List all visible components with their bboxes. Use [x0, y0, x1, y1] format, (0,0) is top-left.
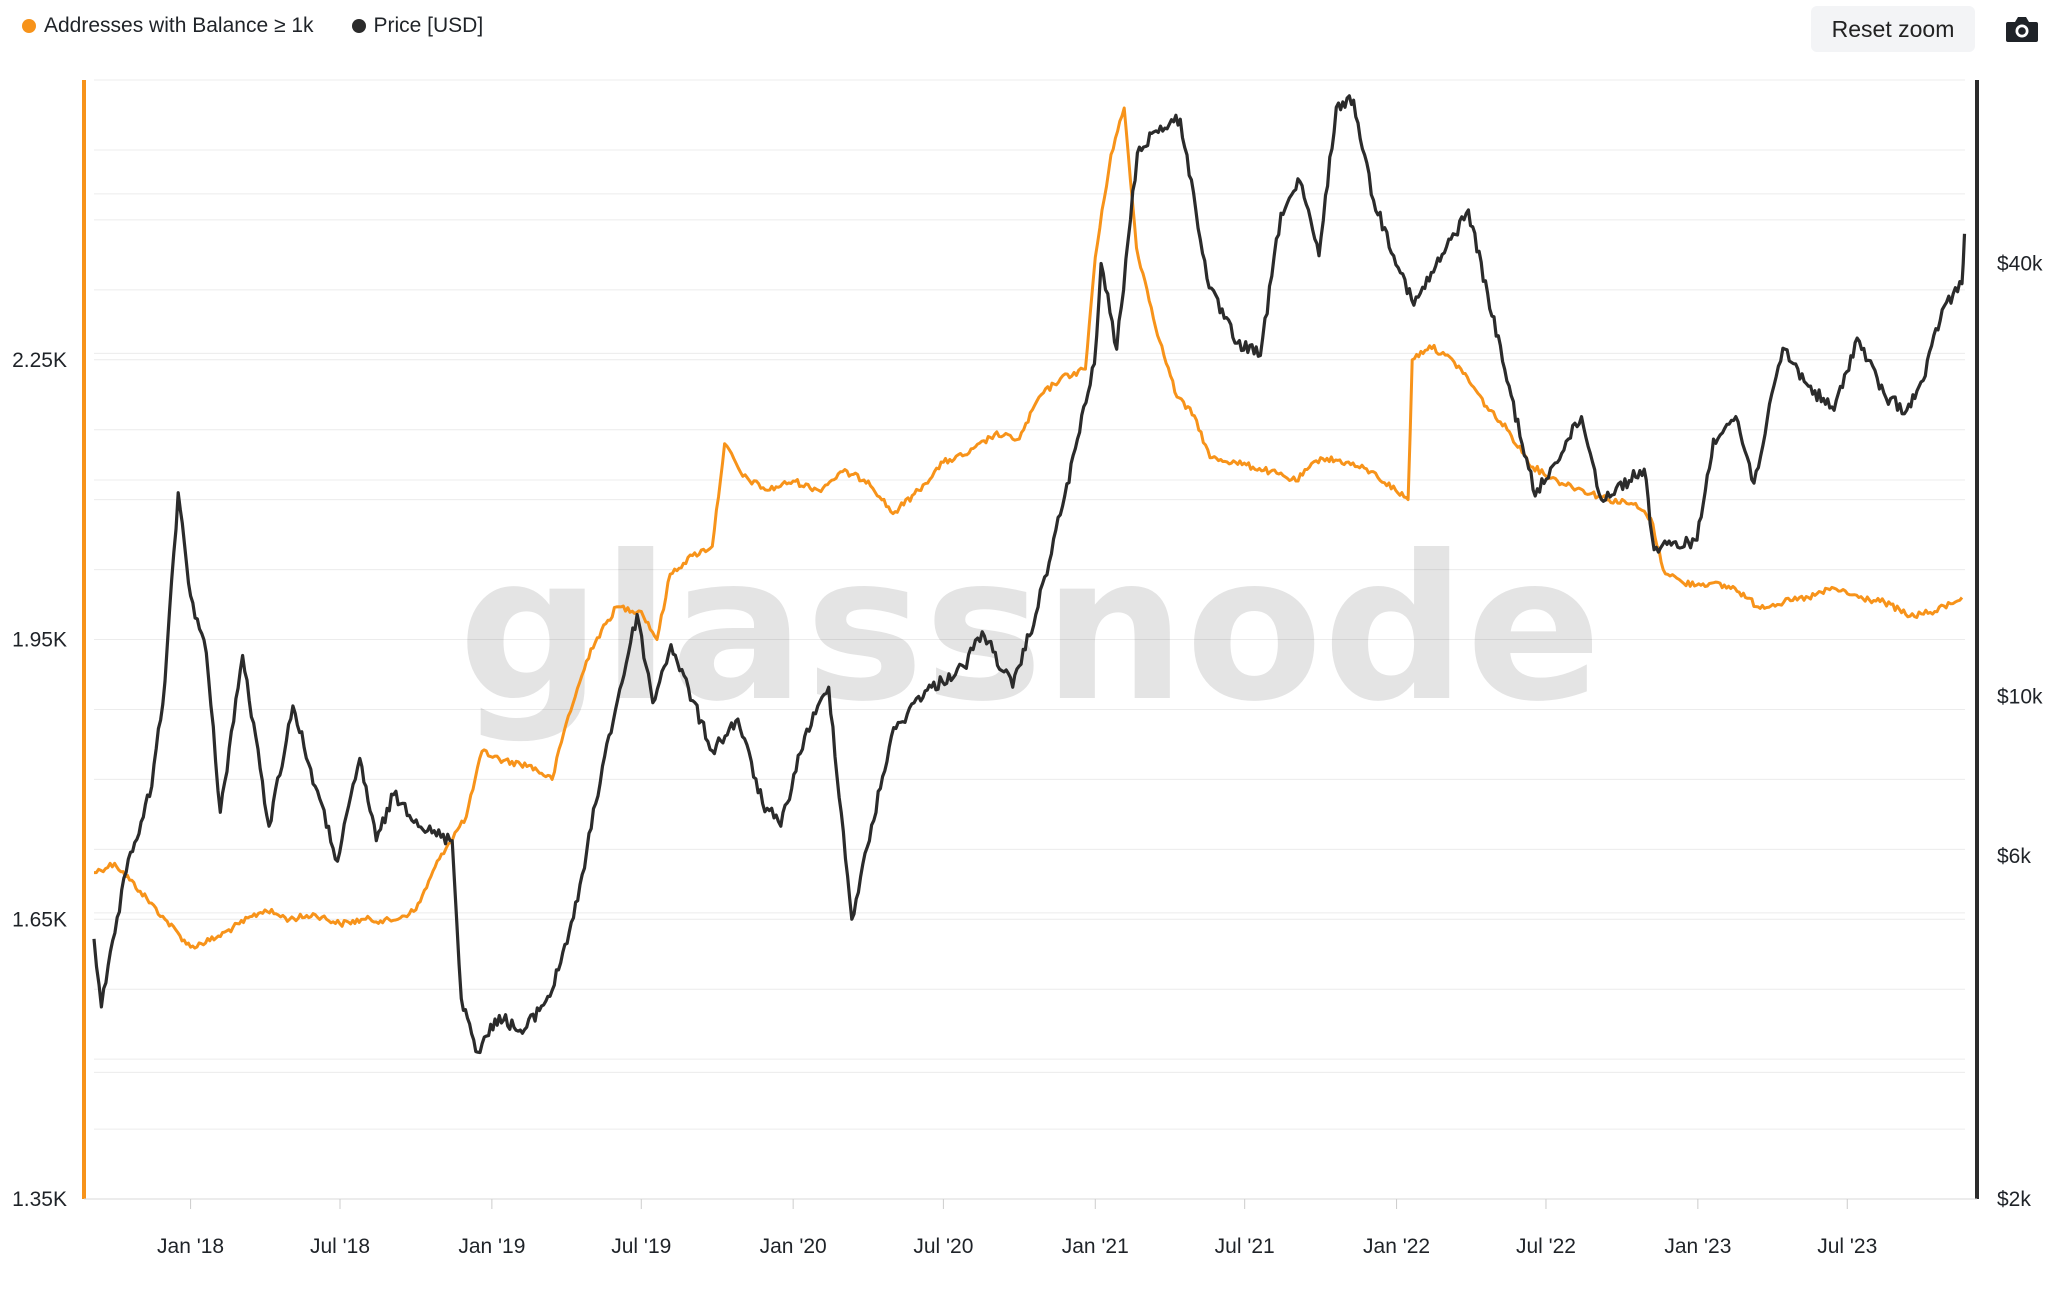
chart-legend: Addresses with Balance ≥ 1k Price [USD] — [22, 14, 483, 38]
x-tick-label: Jul '18 — [310, 1235, 370, 1258]
x-tick-label: Jan '19 — [458, 1235, 525, 1258]
y-left-tick-label: 1.95K — [12, 629, 67, 652]
x-tick-label: Jan '21 — [1062, 1235, 1129, 1258]
legend-label: Price [USD] — [373, 14, 484, 37]
y-right-tick-label: $40k — [1997, 253, 2043, 276]
y-right-tick-label: $2k — [1997, 1188, 2031, 1211]
x-tick-label: Jul '21 — [1215, 1235, 1275, 1258]
x-tick-label: Jan '20 — [760, 1235, 827, 1258]
x-tick-label: Jan '18 — [157, 1235, 224, 1258]
y-left-tick-label: 1.65K — [12, 908, 67, 931]
x-tick-label: Jul '20 — [913, 1235, 973, 1258]
reset-zoom-button[interactable]: Reset zoom — [1811, 6, 1975, 52]
y-right-tick-label: $6k — [1997, 845, 2031, 868]
x-tick-label: Jan '22 — [1363, 1235, 1430, 1258]
y-left-tick-label: 1.35K — [12, 1188, 67, 1211]
y-right-tick-label: $10k — [1997, 685, 2043, 708]
x-tick-label: Jul '23 — [1817, 1235, 1877, 1258]
legend-item-addresses[interactable]: Addresses with Balance ≥ 1k — [22, 14, 314, 38]
x-tick-label: Jul '19 — [611, 1235, 671, 1258]
camera-icon[interactable] — [2004, 14, 2040, 44]
y-left-tick-label: 2.25K — [12, 349, 67, 372]
legend-marker — [351, 19, 366, 33]
series-price-line — [92, 94, 1967, 1055]
x-tick-label: Jan '23 — [1664, 1235, 1731, 1258]
legend-marker — [22, 19, 36, 33]
watermark: glassnode — [458, 513, 1601, 746]
legend-item-price[interactable]: Price [USD] — [351, 14, 484, 38]
x-tick-label: Jul '22 — [1516, 1235, 1576, 1258]
legend-label: Addresses with Balance ≥ 1k — [44, 14, 314, 37]
